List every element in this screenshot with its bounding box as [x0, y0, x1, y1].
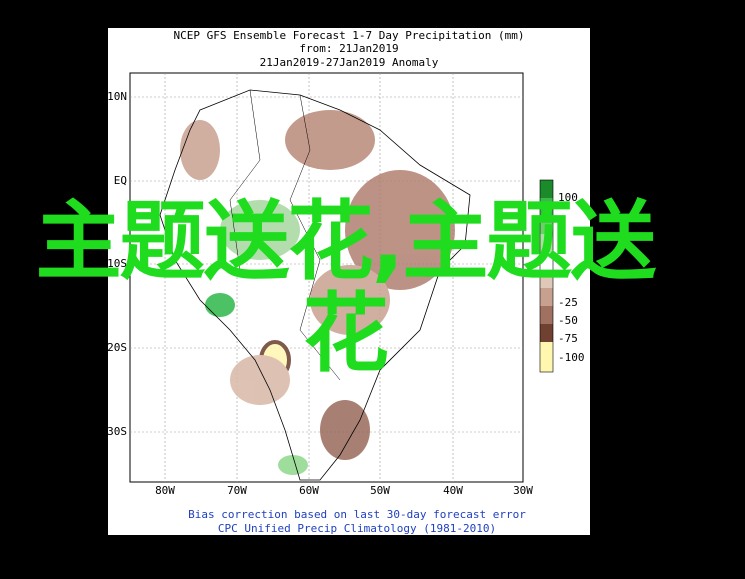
map-area [129, 72, 524, 483]
lon-label: 40W [443, 484, 463, 497]
lon-label: 60W [299, 484, 319, 497]
legend-labels: 100 -25 -50 -75 -100 [558, 191, 585, 364]
subtitle: from: 21Jan2019 [299, 42, 398, 55]
lon-labels: 80W 70W 60W 50W 40W 30W [155, 484, 533, 497]
lat-label: 10S [107, 257, 127, 270]
legend-label: -100 [558, 351, 585, 364]
lat-label: EQ [114, 174, 127, 187]
legend-label: -50 [558, 314, 578, 327]
lat-labels: 10N EQ 10S 20S 30S [107, 90, 127, 438]
borders [229, 89, 341, 381]
watermark-text: 主题送花,主题送花 [35, 192, 657, 384]
footer-note: CPC Unified Precip Climatology (1981-201… [218, 522, 496, 535]
legend-label: -75 [558, 332, 578, 345]
lat-label: 10N [107, 90, 127, 103]
lon-label: 50W [370, 484, 390, 497]
lon-label: 70W [227, 484, 247, 497]
lat-label: 30S [107, 425, 127, 438]
legend-label: 100 [558, 191, 578, 204]
coastline [159, 89, 471, 481]
title: NCEP GFS Ensemble Forecast 1-7 Day Preci… [174, 29, 525, 42]
footer-note: Bias correction based on last 30-day for… [188, 508, 526, 521]
lat-label: 20S [107, 341, 127, 354]
legend-label: -25 [558, 296, 578, 309]
lon-label: 80W [155, 484, 175, 497]
colorbar [539, 179, 554, 373]
lon-label: 30W [513, 484, 533, 497]
subtitle: 21Jan2019-27Jan2019 Anomaly [260, 56, 439, 69]
